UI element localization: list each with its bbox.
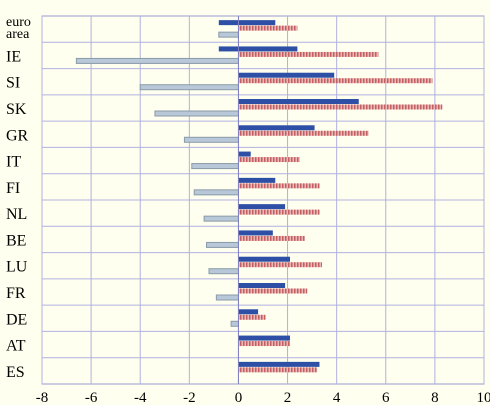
x-axis-ticks: -8 -6 -4 -2 0 2 4 6 8 10 bbox=[36, 390, 490, 405]
category-label: GR bbox=[6, 127, 29, 144]
bar-series-1 bbox=[238, 309, 258, 314]
bar-series-2 bbox=[238, 105, 442, 110]
x-tick-label: 8 bbox=[431, 390, 439, 405]
category-label: FR bbox=[6, 285, 26, 302]
bar-series-3 bbox=[209, 269, 238, 274]
bar-series-3 bbox=[155, 111, 238, 116]
bar-series-2 bbox=[238, 341, 290, 346]
bar-series-3 bbox=[192, 164, 239, 169]
bar-series-3 bbox=[140, 85, 238, 90]
bar-series-1 bbox=[238, 73, 334, 78]
x-tick-label: 6 bbox=[382, 390, 390, 405]
bar-series-2 bbox=[238, 315, 265, 320]
bar-series-3 bbox=[219, 32, 239, 37]
bar-series-1 bbox=[238, 362, 319, 367]
bar-series-1 bbox=[238, 46, 297, 51]
x-tick-label: -6 bbox=[85, 390, 98, 405]
x-tick-label: 10 bbox=[477, 390, 490, 405]
category-label: DE bbox=[6, 311, 27, 328]
bar-series-2 bbox=[238, 131, 368, 136]
bar-series-2 bbox=[238, 78, 432, 83]
bar-series-3 bbox=[207, 242, 239, 247]
bar-series-1 bbox=[238, 257, 290, 262]
bar-series-1 bbox=[238, 99, 358, 104]
x-tick-label: 0 bbox=[235, 390, 243, 405]
category-label: IT bbox=[6, 154, 21, 171]
category-label: AT bbox=[6, 338, 26, 355]
bar-series-1 bbox=[238, 204, 285, 209]
bar-series-4 bbox=[219, 20, 239, 25]
bar-series-2 bbox=[238, 52, 378, 57]
bar-series-3 bbox=[231, 321, 238, 326]
bar-series-2 bbox=[238, 157, 299, 162]
bar-series-2 bbox=[238, 26, 297, 31]
bar-series-3 bbox=[204, 216, 238, 221]
x-tick-label: 4 bbox=[333, 390, 341, 405]
category-label: ES bbox=[6, 364, 25, 381]
bar-series-1 bbox=[238, 336, 290, 341]
bar-series-2 bbox=[238, 367, 317, 372]
category-label: SK bbox=[6, 101, 27, 118]
category-label: NL bbox=[6, 206, 27, 223]
category-label: LU bbox=[6, 259, 28, 276]
category-label: area bbox=[6, 27, 30, 42]
category-label: FI bbox=[6, 180, 20, 197]
category-label: BE bbox=[6, 232, 26, 249]
bar-series-1 bbox=[238, 178, 275, 183]
category-label: IE bbox=[6, 48, 21, 65]
bar-series-1 bbox=[238, 125, 314, 130]
bar-series-1 bbox=[238, 20, 275, 25]
bar-series-1 bbox=[238, 283, 285, 288]
bar-series-3 bbox=[184, 137, 238, 142]
x-tick-label: -4 bbox=[134, 390, 147, 405]
bar-series-2 bbox=[238, 210, 319, 215]
bar-series-2 bbox=[238, 183, 319, 188]
x-tick-label: -8 bbox=[36, 390, 49, 405]
bar-series-2 bbox=[238, 289, 307, 294]
x-tick-label: 2 bbox=[284, 390, 292, 405]
bar-series-2 bbox=[238, 262, 321, 267]
bar-series-2 bbox=[238, 236, 304, 241]
bar-series-1 bbox=[238, 230, 272, 235]
bar-series-3 bbox=[194, 190, 238, 195]
bar-series-3 bbox=[216, 295, 238, 300]
bar-series-3 bbox=[76, 58, 238, 63]
bar-series-4 bbox=[219, 46, 239, 51]
x-tick-label: -2 bbox=[183, 390, 196, 405]
category-label: SI bbox=[6, 75, 20, 92]
bar-series-1 bbox=[238, 152, 250, 157]
